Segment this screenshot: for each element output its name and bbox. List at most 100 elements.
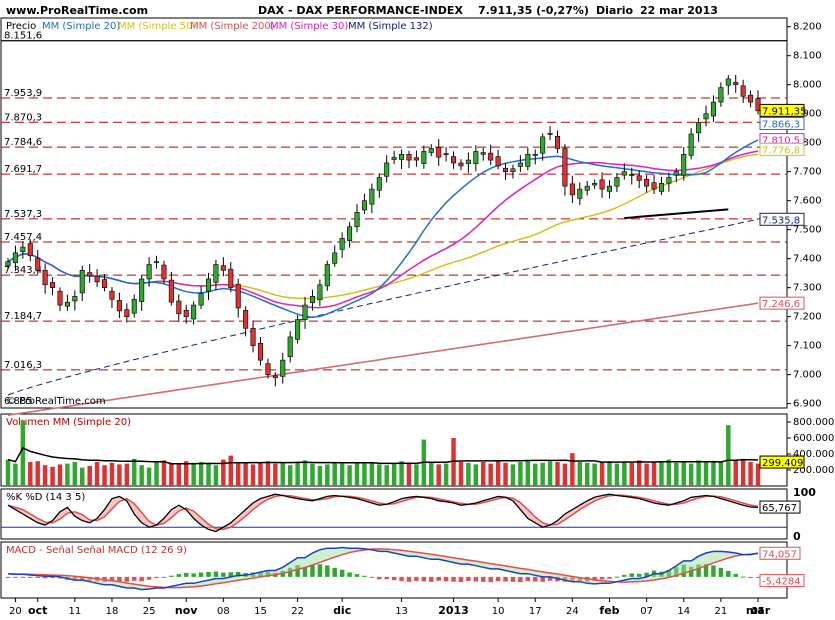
candle-body bbox=[72, 296, 78, 302]
volume-bar bbox=[280, 462, 285, 486]
candle bbox=[391, 150, 397, 165]
candle bbox=[146, 257, 152, 287]
candle-body bbox=[413, 157, 419, 161]
volume-bar bbox=[726, 425, 731, 486]
date-tick-label: 20 bbox=[9, 606, 22, 617]
volume-bar bbox=[629, 462, 634, 486]
macd-hist-bar bbox=[644, 572, 649, 577]
price-tick-label: 7.900 bbox=[793, 109, 822, 120]
macd-signal-line bbox=[7, 548, 759, 589]
level-label: 8.151,6 bbox=[4, 31, 42, 42]
volume-bar bbox=[72, 462, 78, 486]
macd-hist-bar bbox=[458, 576, 464, 583]
candle bbox=[569, 175, 575, 203]
candle-body bbox=[5, 261, 11, 267]
level-label: 7.016,3 bbox=[4, 360, 42, 371]
price-tick-label: 8.000 bbox=[793, 80, 822, 91]
volume-tick-label: 600.000 bbox=[793, 433, 834, 444]
candle-body bbox=[361, 200, 367, 211]
price-tick-label: 6.900 bbox=[793, 399, 822, 410]
candle-body bbox=[592, 182, 598, 186]
volume-bar bbox=[495, 461, 501, 486]
macd-hist-bar bbox=[510, 576, 516, 582]
sma50-line bbox=[7, 153, 759, 300]
candle-body bbox=[621, 171, 627, 176]
stochastic-panel-frame bbox=[0, 488, 788, 540]
macd-hist-bar bbox=[740, 576, 746, 578]
volume-bar bbox=[607, 461, 612, 486]
candle bbox=[451, 151, 457, 169]
candle-body bbox=[629, 174, 635, 176]
volume-bar bbox=[718, 462, 724, 486]
candle-body bbox=[347, 226, 353, 241]
candle-body bbox=[213, 264, 219, 283]
candle bbox=[168, 272, 174, 306]
date-tick-label: nov bbox=[175, 604, 198, 617]
volume-bar bbox=[688, 463, 694, 486]
candle-body bbox=[87, 272, 93, 277]
macd-hist-bar bbox=[629, 573, 634, 577]
candle-body bbox=[502, 167, 509, 172]
volume-bar bbox=[317, 466, 323, 486]
candle-body bbox=[651, 182, 657, 190]
volume-bar bbox=[117, 464, 122, 486]
candle bbox=[287, 331, 293, 363]
candle-body bbox=[428, 148, 434, 153]
candle bbox=[681, 147, 687, 181]
volume-bar bbox=[146, 467, 152, 486]
macd-panel-frame bbox=[0, 541, 788, 599]
price-tick-label: 7.700 bbox=[793, 167, 822, 178]
candles bbox=[5, 74, 761, 387]
date-tick-label: 22 bbox=[291, 606, 304, 617]
period: Diario bbox=[596, 4, 634, 17]
candle bbox=[621, 163, 627, 180]
candle-body bbox=[168, 279, 174, 303]
candle bbox=[235, 278, 241, 318]
price-tick-label: 7.200 bbox=[793, 312, 822, 323]
candle-body bbox=[220, 265, 226, 271]
volume-bar bbox=[124, 463, 130, 486]
volume-bar bbox=[28, 462, 33, 486]
volume-bar bbox=[614, 463, 620, 486]
volume-bar bbox=[102, 465, 107, 486]
stoch-d-line bbox=[7, 494, 759, 531]
volume-bar bbox=[332, 462, 337, 486]
macd-last-label: 74,057 bbox=[762, 549, 797, 560]
candle-body bbox=[517, 162, 523, 167]
candle bbox=[443, 147, 449, 162]
stochastic-lines: 0 100 65,767 bbox=[1, 486, 816, 543]
candle bbox=[213, 259, 219, 290]
level-label: 7.870,3 bbox=[4, 112, 42, 123]
last-value-tag: 7.866,3 bbox=[759, 116, 805, 130]
candle-body bbox=[658, 182, 664, 192]
macd-hist-bar bbox=[466, 576, 471, 581]
volume-bar bbox=[570, 453, 575, 486]
last-value-box bbox=[759, 116, 805, 130]
candle-body bbox=[740, 85, 746, 97]
macd-hist-bar bbox=[109, 576, 115, 582]
candle-body bbox=[20, 246, 26, 253]
candle bbox=[614, 172, 620, 192]
price-tick-label: 7.000 bbox=[793, 370, 822, 381]
candle bbox=[309, 289, 315, 311]
macd-last-box bbox=[759, 546, 801, 560]
candle-body bbox=[480, 152, 486, 155]
macd-hist-bar bbox=[362, 575, 367, 577]
candle-body bbox=[280, 359, 286, 377]
candle bbox=[465, 152, 471, 173]
candle-body bbox=[265, 363, 271, 375]
volume-bar bbox=[659, 461, 664, 486]
macd-hist-bar bbox=[636, 573, 642, 577]
candle-body bbox=[488, 152, 494, 161]
candle-body bbox=[465, 159, 471, 164]
candle bbox=[176, 294, 182, 323]
volume-bar bbox=[154, 462, 159, 486]
price-tick-label: 7.500 bbox=[793, 225, 822, 236]
candle-body bbox=[696, 122, 702, 134]
legend-sma132: MM (Simple 132) bbox=[348, 21, 433, 32]
candle-body bbox=[27, 243, 33, 257]
candle bbox=[183, 305, 189, 324]
candle-body bbox=[354, 211, 360, 228]
candle bbox=[79, 265, 85, 302]
macd-hist-bar bbox=[325, 565, 330, 577]
